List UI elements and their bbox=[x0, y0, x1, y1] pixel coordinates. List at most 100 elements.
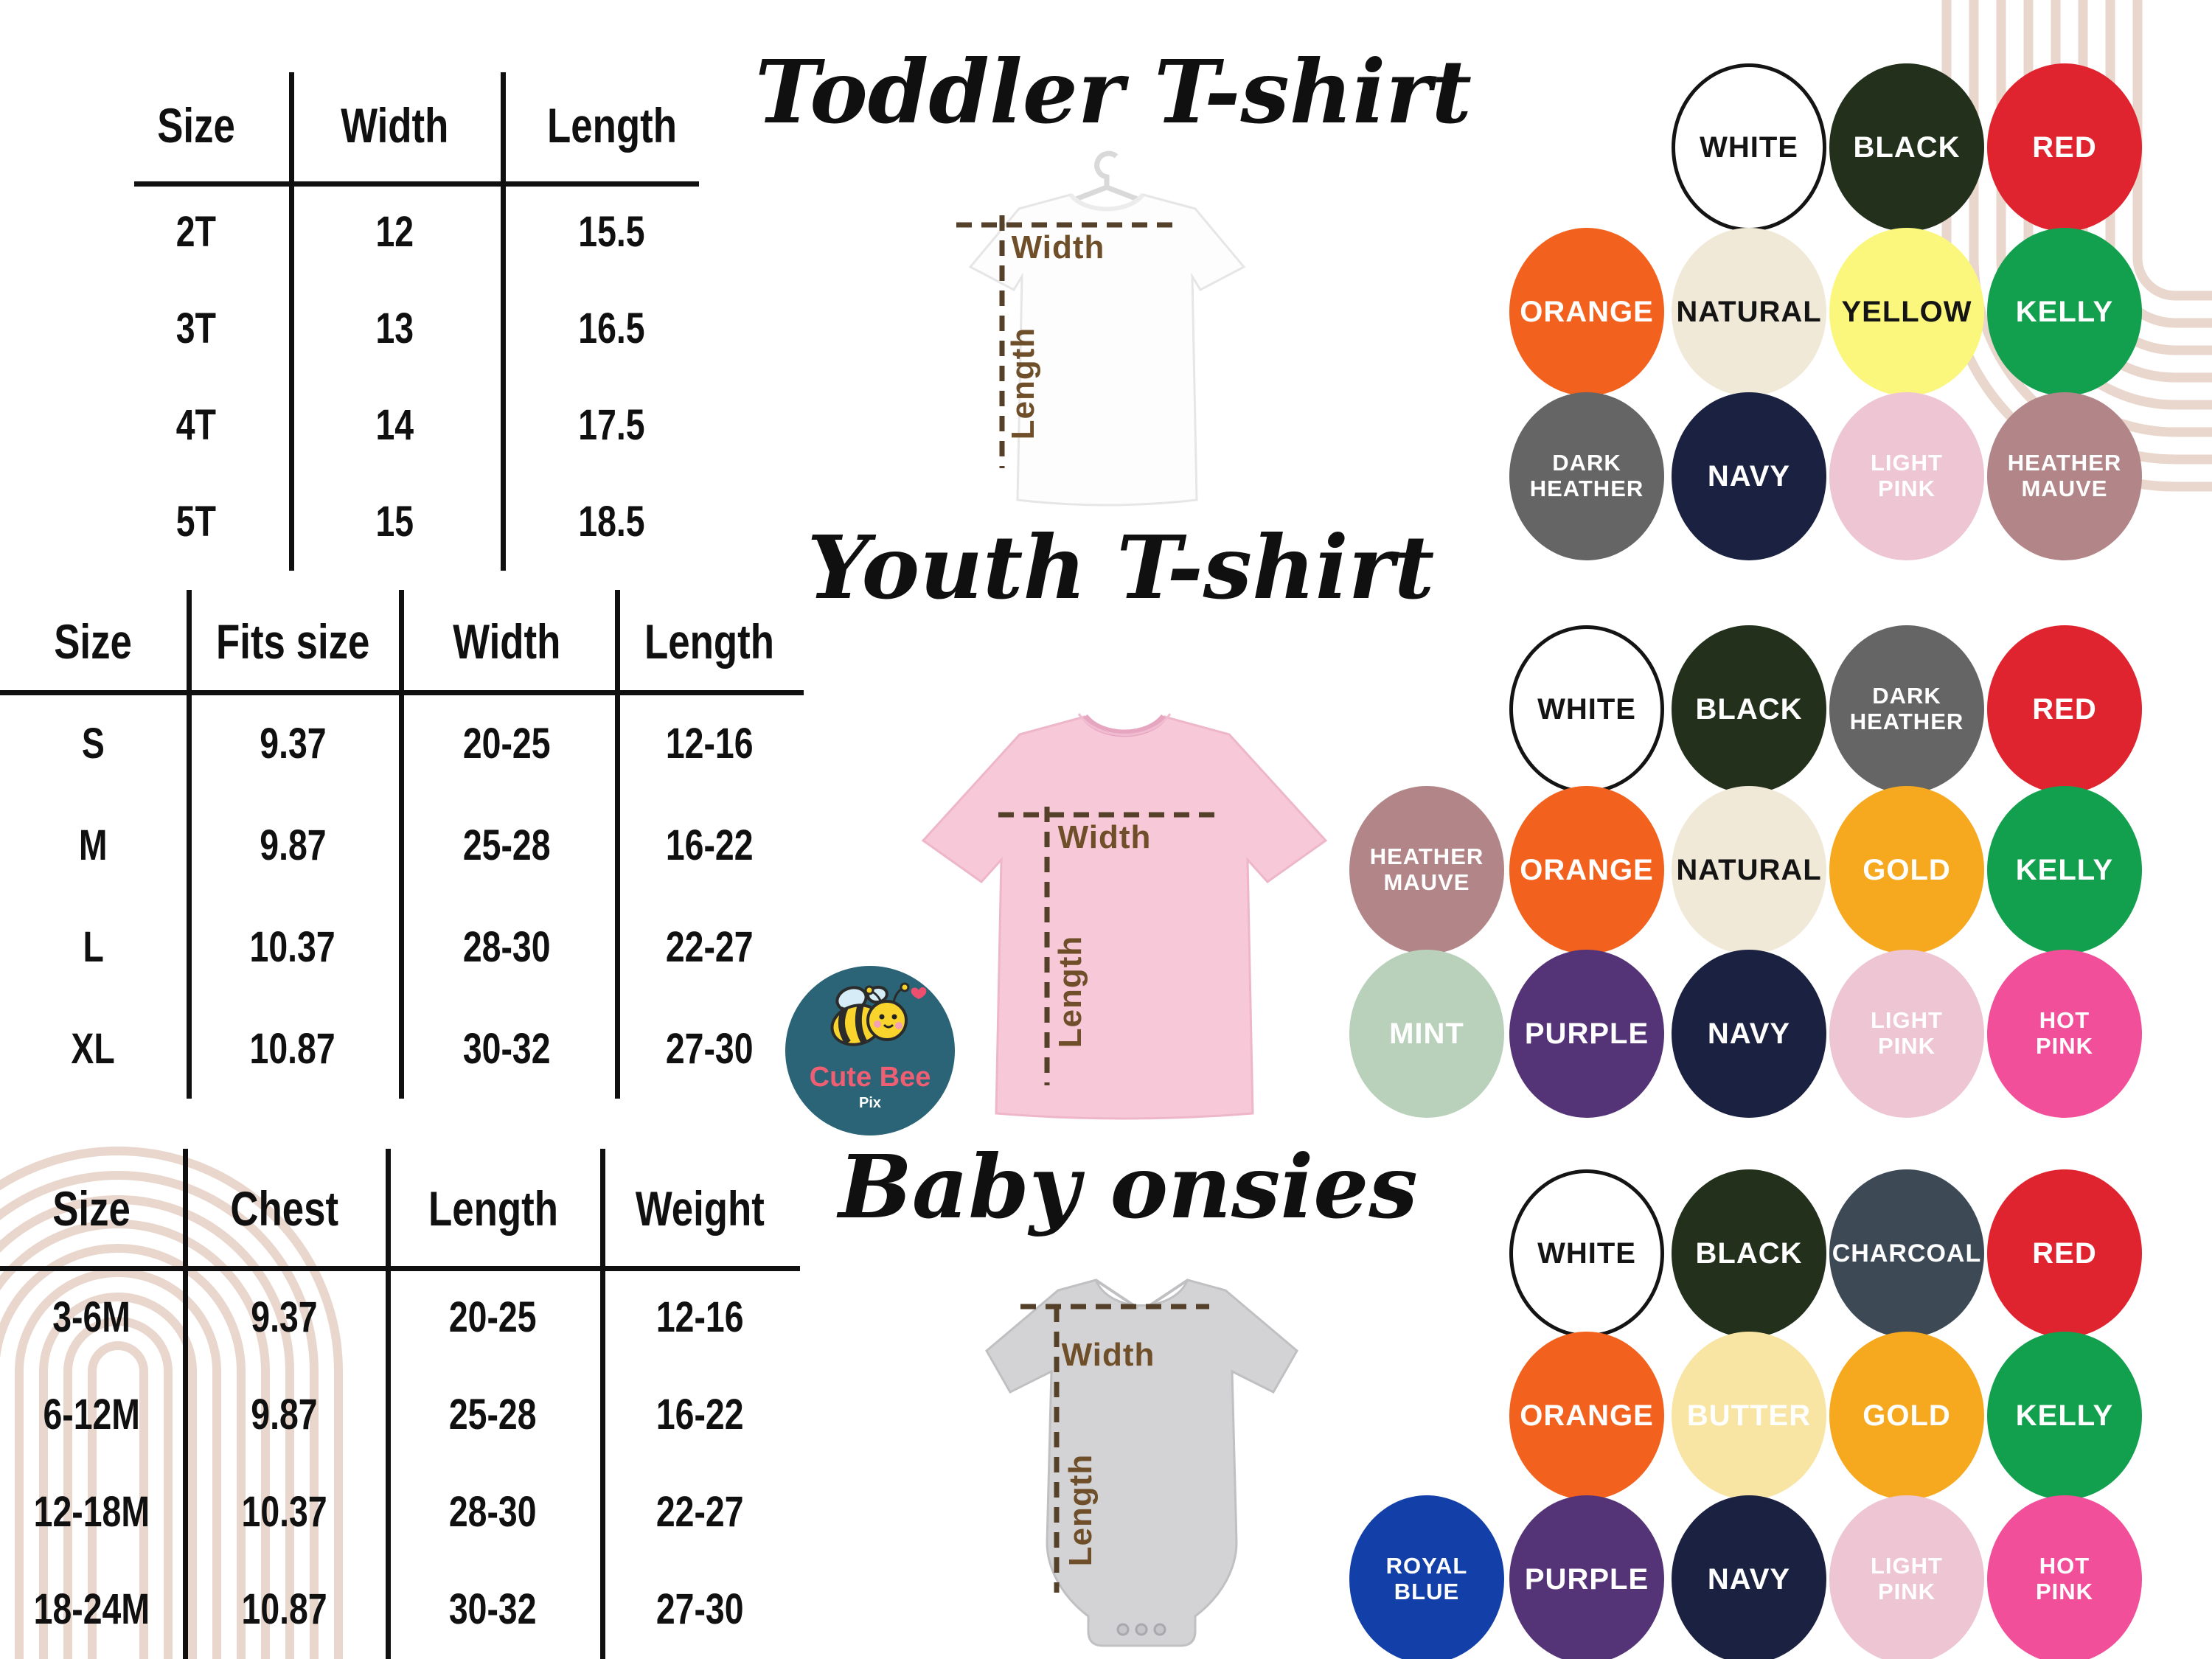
color-swatch-purple: PURPLE bbox=[1509, 950, 1664, 1118]
table-cell: 15 bbox=[375, 498, 414, 546]
table-cell: 12 bbox=[375, 208, 414, 256]
baby-title: Baby onsies bbox=[838, 1135, 1418, 1238]
table-cell: 3T bbox=[175, 305, 217, 352]
table-rule-vertical bbox=[399, 590, 404, 1099]
color-swatch-gold: GOLD bbox=[1829, 1332, 1984, 1500]
youth-title: Youth T-shirt bbox=[807, 516, 1435, 619]
table-header: Size bbox=[157, 97, 235, 153]
table-cell: 9.37 bbox=[259, 719, 327, 768]
color-swatch-kelly: KELLY bbox=[1987, 786, 2142, 954]
color-swatch-kelly: KELLY bbox=[1987, 228, 2142, 396]
color-swatch-white: WHITE bbox=[1509, 1169, 1664, 1338]
table-header: Width bbox=[453, 613, 561, 669]
table-cell: 3-6M bbox=[52, 1293, 131, 1341]
table-rule-vertical bbox=[187, 590, 192, 1099]
envelope-neck-line bbox=[1094, 1279, 1139, 1310]
color-swatch-black: BLACK bbox=[1829, 63, 1984, 232]
color-swatch-yellow: YELLOW bbox=[1829, 228, 1984, 396]
table-cell: 4T bbox=[175, 401, 217, 449]
table-cell: 6-12M bbox=[43, 1390, 140, 1439]
width-label: Width bbox=[1012, 229, 1105, 265]
color-swatch-heather-mauve: HEATHER MAUVE bbox=[1349, 786, 1504, 954]
table-header: Length bbox=[644, 613, 774, 669]
table-cell: 22-27 bbox=[656, 1487, 744, 1536]
color-swatch-red: RED bbox=[1987, 625, 2142, 793]
toddler-tshirt-image: Width Length bbox=[956, 150, 1246, 507]
length-label: Length bbox=[1052, 936, 1088, 1048]
table-rule-vertical bbox=[600, 1149, 605, 1659]
color-swatch-heather-mauve: HEATHER MAUVE bbox=[1987, 392, 2142, 560]
color-swatch-royal-blue: ROYAL BLUE bbox=[1349, 1495, 1504, 1659]
table-cell: 12-16 bbox=[665, 719, 754, 768]
color-swatch-mint: MINT bbox=[1349, 950, 1504, 1118]
table-cell: 12-16 bbox=[656, 1293, 744, 1341]
table-cell: 10.37 bbox=[241, 1487, 327, 1536]
table-cell: 17.5 bbox=[578, 401, 645, 449]
table-cell: 9.87 bbox=[259, 821, 327, 869]
table-cell: 10.37 bbox=[249, 922, 336, 971]
table-header: Length bbox=[428, 1181, 558, 1236]
onesie-shape bbox=[985, 1279, 1298, 1647]
logo-title: Cute Bee bbox=[809, 1062, 931, 1093]
table-header: Width bbox=[341, 97, 449, 153]
length-label: Length bbox=[1005, 327, 1041, 440]
color-swatch-charcoal: CHARCOAL bbox=[1829, 1169, 1984, 1338]
color-swatch-dark-heather: DARK HEATHER bbox=[1829, 625, 1984, 793]
table-cell: 18.5 bbox=[578, 498, 645, 546]
table-cell: 16.5 bbox=[578, 305, 645, 352]
color-swatch-dark-heather: DARK HEATHER bbox=[1509, 392, 1664, 560]
snap-buttons bbox=[1116, 1623, 1166, 1636]
collar-line-outer bbox=[1077, 713, 1172, 736]
table-rule-horizontal bbox=[134, 181, 699, 187]
table-rule-vertical bbox=[289, 72, 294, 571]
table-cell: 10.87 bbox=[241, 1585, 327, 1633]
color-swatch-black: BLACK bbox=[1672, 625, 1826, 793]
table-rule-horizontal bbox=[0, 1266, 800, 1271]
color-swatch-kelly: KELLY bbox=[1987, 1332, 2142, 1500]
table-cell: XL bbox=[71, 1024, 116, 1073]
color-swatch-navy: NAVY bbox=[1672, 950, 1826, 1118]
table-rule-vertical bbox=[183, 1149, 188, 1659]
table-cell: 14 bbox=[375, 401, 414, 449]
table-cell: 22-27 bbox=[665, 922, 754, 971]
color-swatch-white: WHITE bbox=[1672, 63, 1826, 232]
table-rule-vertical bbox=[501, 72, 506, 571]
color-swatch-purple: PURPLE bbox=[1509, 1495, 1664, 1659]
table-cell: 28-30 bbox=[449, 1487, 537, 1536]
color-swatch-navy: NAVY bbox=[1672, 1495, 1826, 1659]
toddler-title: Toddler T-shirt bbox=[754, 41, 1472, 143]
color-swatch-hot-pink: HOT PINK bbox=[1987, 950, 2142, 1118]
color-swatch-light-pink: LIGHT PINK bbox=[1829, 1495, 1984, 1659]
width-label: Width bbox=[1058, 819, 1152, 855]
baby-onesie-image: Width Length bbox=[985, 1279, 1298, 1647]
table-cell: 15.5 bbox=[578, 208, 645, 256]
color-swatch-butter: BUTTER bbox=[1672, 1332, 1826, 1500]
table-cell: 25-28 bbox=[449, 1390, 537, 1439]
collar-line bbox=[1068, 192, 1145, 212]
color-swatch-orange: ORANGE bbox=[1509, 1332, 1664, 1500]
color-swatch-navy: NAVY bbox=[1672, 392, 1826, 560]
table-rule-horizontal bbox=[0, 690, 804, 695]
table-header: Size bbox=[54, 613, 133, 669]
table-cell: 30-32 bbox=[449, 1585, 537, 1633]
table-header: Weight bbox=[635, 1181, 765, 1236]
color-swatch-natural: NATURAL bbox=[1672, 786, 1826, 954]
table-header: Size bbox=[52, 1181, 131, 1236]
color-swatch-light-pink: LIGHT PINK bbox=[1829, 392, 1984, 560]
collar-line bbox=[1082, 714, 1167, 737]
table-header: Fits size bbox=[215, 613, 370, 669]
table-cell: 9.87 bbox=[251, 1390, 318, 1439]
table-rule-vertical bbox=[386, 1149, 391, 1659]
logo-subtitle: Pix bbox=[858, 1095, 882, 1111]
color-swatch-red: RED bbox=[1987, 1169, 2142, 1338]
color-swatch-black: BLACK bbox=[1672, 1169, 1826, 1338]
table-cell: 9.37 bbox=[251, 1293, 318, 1341]
table-cell: 2T bbox=[175, 208, 217, 256]
table-cell: 25-28 bbox=[463, 821, 551, 869]
bee-icon bbox=[830, 982, 927, 1046]
baby-size-table: Size Chest Length Weight 3-6M 9.37 20-25… bbox=[0, 1149, 800, 1659]
table-cell: 27-30 bbox=[656, 1585, 744, 1633]
table-cell: 20-25 bbox=[463, 719, 551, 768]
table-header: Chest bbox=[230, 1181, 338, 1236]
